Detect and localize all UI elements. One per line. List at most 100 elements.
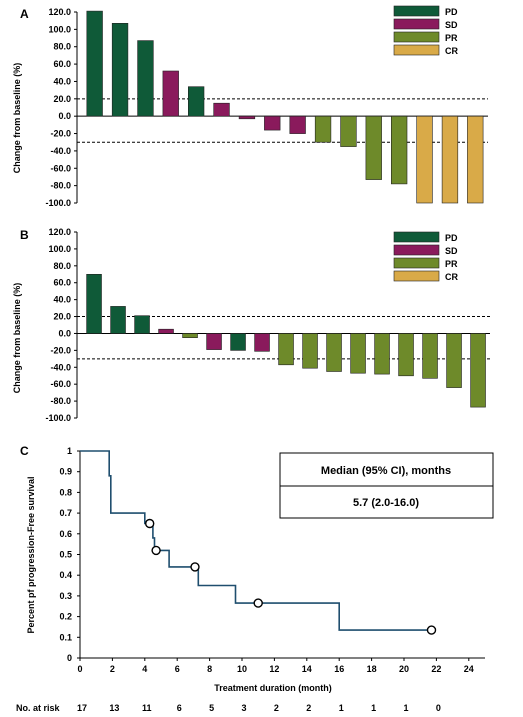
panel-c-y-tick-label: 0.3 — [59, 591, 72, 601]
a-bar — [314, 115, 332, 143]
b-legend-label: CR — [445, 272, 458, 282]
panel-c-axes: 00.10.20.30.40.50.60.70.80.910 2 4 6 8 10 12 14… — [59, 446, 485, 674]
panel-b-bars — [86, 273, 486, 408]
a-y-tick-label: 0.0 — [58, 111, 71, 121]
a-y-tick-label: -100.0 — [45, 198, 71, 208]
a-bar — [467, 115, 484, 204]
at-risk-count: 6 — [177, 703, 182, 713]
panel-c-x-tick-label: 4 — [142, 664, 147, 674]
at-risk-count: 2 — [306, 703, 311, 713]
b-bar — [110, 306, 126, 334]
median-box: Median (95% CI), months 5.7 (2.0-16.0) — [279, 452, 494, 519]
b-legend-swatch — [393, 257, 440, 269]
a-y-tick-label: 20.0 — [53, 94, 71, 104]
panel-b-letter: B — [20, 228, 29, 242]
a-bar — [111, 22, 129, 117]
a-bar — [340, 115, 357, 147]
b-bar — [326, 333, 342, 372]
a-legend-swatch — [393, 31, 440, 43]
a-y-tick-label: 100.0 — [48, 24, 71, 34]
b-bar — [230, 333, 246, 351]
panel-c-y-tick-label: 1 — [67, 446, 72, 456]
panel-b-y-axis-label: Change from baseline (%) — [12, 283, 22, 394]
censor-marker — [253, 598, 263, 608]
panel-b-waterfall: B Change from baseline (%) 120.0 100.0 80.… — [12, 227, 490, 423]
a-y-tick-label: 80.0 — [53, 42, 71, 52]
b-bar — [182, 333, 198, 338]
censor-marker — [190, 562, 200, 572]
panel-c-x-tick-label: 20 — [399, 664, 409, 674]
a-legend-swatch — [393, 18, 440, 30]
b-y-tick-label: -20.0 — [50, 345, 71, 355]
b-bar — [446, 333, 462, 388]
at-risk-count: 11 — [142, 703, 152, 713]
a-bar — [416, 115, 433, 204]
b-bar — [374, 333, 390, 375]
a-bar — [264, 115, 281, 131]
b-y-tick-label: -100.0 — [45, 413, 71, 423]
panel-c-y-tick-label: 0.7 — [59, 508, 72, 518]
panel-c-x-tick-label: 10 — [237, 664, 247, 674]
at-risk-count: 13 — [109, 703, 119, 713]
panel-c-y-tick-label: 0 — [67, 653, 72, 663]
b-y-tick-label: 120.0 — [48, 227, 71, 237]
b-bar — [350, 333, 366, 374]
a-y-tick-label: -40.0 — [50, 146, 71, 156]
panel-a-y-axis-label: Change from baseline (%) — [12, 63, 22, 174]
panel-c-y-tick-label: 0.8 — [59, 487, 72, 497]
b-bar — [254, 333, 270, 352]
b-bar — [398, 333, 414, 377]
a-y-tick-label: 60.0 — [53, 59, 71, 69]
a-bar — [390, 115, 408, 185]
panel-c-x-tick-label: 6 — [175, 664, 180, 674]
a-legend-swatch — [393, 44, 440, 56]
a-legend-swatch — [393, 5, 440, 17]
b-y-tick-label: 20.0 — [53, 312, 71, 322]
panel-c-letter: C — [20, 444, 29, 458]
median-box-value: 5.7 (2.0-16.0) — [353, 497, 419, 509]
at-risk-count: 1 — [403, 703, 408, 713]
b-y-tick-label: -80.0 — [50, 396, 71, 406]
a-legend-label: SD — [445, 20, 458, 30]
b-bar — [86, 273, 102, 334]
censor-marker — [151, 545, 161, 556]
at-risk-label: No. at risk — [16, 703, 61, 713]
panel-c-x-tick-label: 2 — [110, 664, 115, 674]
a-legend-label: CR — [445, 46, 458, 56]
median-box-header: Median (95% CI), months — [321, 465, 451, 477]
b-legend-swatch — [393, 231, 440, 243]
panel-c-x-tick-label: 22 — [431, 664, 441, 674]
panel-a-bars — [86, 10, 484, 204]
panel-c-x-tick-label: 16 — [334, 664, 344, 674]
at-risk-count: 5 — [209, 703, 214, 713]
panel-c-x-tick-label: 0 — [77, 664, 82, 674]
b-legend-label: SD — [445, 246, 458, 256]
panel-a-waterfall: A Change from baseline (%) 120.0 100.0 80.… — [12, 5, 488, 208]
a-bar — [213, 102, 230, 117]
panel-c-y-tick-label: 0.9 — [59, 467, 72, 477]
a-bar — [238, 115, 256, 120]
panel-c-kaplan-meier: C Percent pf progression-Free survival T… — [16, 444, 494, 713]
b-bar — [134, 315, 150, 334]
at-risk-row: 17 13 11 6 5 3 2 2 1 1 1 0 — [77, 703, 441, 713]
a-y-tick-label: -60.0 — [50, 163, 71, 173]
a-y-tick-label: 40.0 — [53, 76, 71, 86]
panel-c-y-tick-label: 0.2 — [59, 612, 72, 622]
panel-c-y-tick-label: 0.5 — [59, 550, 72, 560]
b-bar — [302, 333, 318, 369]
panel-c-x-tick-label: 8 — [207, 664, 212, 674]
b-y-tick-label: -40.0 — [50, 362, 71, 372]
panel-c-x-tick-label: 12 — [269, 664, 279, 674]
b-legend-label: PD — [445, 233, 458, 243]
at-risk-count: 3 — [241, 703, 246, 713]
b-legend-swatch — [393, 270, 440, 282]
panel-a-letter: A — [20, 7, 29, 21]
a-bar — [137, 40, 154, 117]
panel-a-legend: PD SD PR CR — [393, 5, 458, 56]
panel-c-y-tick-label: 0.1 — [59, 632, 72, 642]
panel-c-y-tick-label: 0.6 — [59, 529, 72, 539]
panel-c-x-tick-label: 14 — [302, 664, 312, 674]
censor-marker — [144, 518, 155, 529]
b-y-tick-label: 40.0 — [53, 295, 71, 305]
a-bar — [162, 70, 179, 117]
